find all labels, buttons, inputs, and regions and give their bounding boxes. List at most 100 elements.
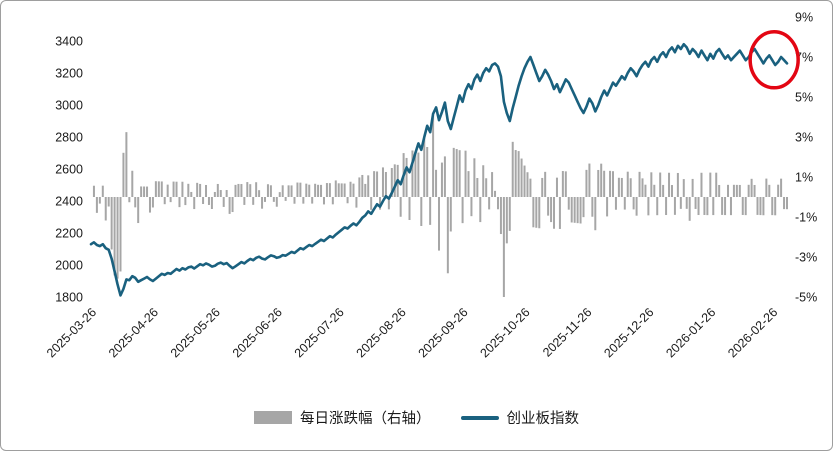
daily-change-bar <box>570 197 573 223</box>
daily-change-bar <box>626 171 629 197</box>
x-axis-tick-label: 2025-11-26 <box>540 305 594 359</box>
daily-change-bar <box>440 162 443 197</box>
daily-change-bar <box>476 178 479 197</box>
daily-change-bar <box>325 183 328 197</box>
daily-change-bar <box>774 197 777 216</box>
daily-change-bar <box>210 197 213 209</box>
daily-change-bar <box>744 197 747 216</box>
x-axis-tick-label: 2025-10-26 <box>478 305 533 360</box>
daily-change-bar <box>435 169 438 197</box>
daily-change-bar <box>712 197 715 216</box>
daily-change-bar <box>558 197 561 229</box>
daily-change-bar <box>246 182 249 197</box>
daily-change-bar <box>623 197 626 210</box>
chart-legend: 每日涨跌幅（右轴） 创业板指数 <box>1 407 832 428</box>
daily-change-bar <box>579 197 582 224</box>
daily-change-bar <box>202 197 205 204</box>
daily-change-bar <box>98 197 101 204</box>
daily-change-bar <box>585 169 588 197</box>
daily-change-bar <box>452 147 455 197</box>
daily-change-bar <box>502 197 505 297</box>
daily-change-bar <box>405 157 408 197</box>
daily-change-bar <box>432 115 435 197</box>
daily-change-bar <box>290 185 293 197</box>
x-axis-tick-label: 2025-06-26 <box>230 305 285 360</box>
daily-change-bar <box>101 185 104 197</box>
daily-change-bar <box>685 197 688 209</box>
daily-change-bar <box>384 172 387 197</box>
daily-change-bar <box>650 172 653 197</box>
daily-change-bar <box>620 177 623 197</box>
x-axis-tick-label: 2025-05-26 <box>168 305 223 360</box>
daily-change-bar <box>724 197 727 216</box>
legend-swatch-line <box>460 415 499 420</box>
daily-change-bar <box>340 183 343 197</box>
daily-change-bar <box>603 170 606 197</box>
daily-change-bar <box>635 197 638 216</box>
daily-change-bar <box>320 184 323 197</box>
daily-change-bar <box>473 158 476 197</box>
daily-change-bar <box>269 185 272 197</box>
daily-change-bar <box>417 152 420 197</box>
daily-change-bar <box>511 141 514 197</box>
daily-change-bar <box>561 171 564 197</box>
daily-change-bar <box>718 184 721 197</box>
daily-change-bar <box>137 197 140 224</box>
daily-change-bar <box>187 183 190 197</box>
index-line <box>89 42 789 297</box>
daily-change-bar <box>694 197 697 209</box>
daily-change-bar <box>614 197 617 210</box>
daily-change-bar <box>550 197 553 223</box>
daily-change-bar <box>426 147 429 197</box>
left-axis-tick-label: 1800 <box>55 291 83 305</box>
daily-change-bar <box>296 182 299 197</box>
daily-change-bar <box>361 174 364 197</box>
daily-change-bar <box>181 181 184 197</box>
daily-change-bar <box>780 178 783 197</box>
daily-change-bar <box>591 197 594 217</box>
daily-change-bar <box>116 197 119 279</box>
left-axis-tick-label: 2000 <box>55 259 83 273</box>
daily-change-bar <box>491 172 494 197</box>
daily-change-bar <box>140 186 143 197</box>
daily-change-bar <box>786 197 788 210</box>
daily-change-bar <box>364 183 367 197</box>
daily-change-bar <box>783 197 786 210</box>
daily-change-bar <box>641 178 644 197</box>
daily-change-bar <box>387 197 390 210</box>
daily-change-bar <box>582 197 585 218</box>
daily-change-bar <box>225 190 228 197</box>
daily-change-bar <box>228 197 231 214</box>
legend-label-index: 创业板指数 <box>506 411 580 427</box>
daily-change-bar <box>662 184 665 197</box>
daily-change-bar <box>178 197 181 208</box>
daily-change-bar <box>399 197 402 217</box>
daily-change-bar <box>555 177 558 197</box>
daily-change-bar <box>172 181 175 197</box>
x-axis-tick-label: 2025-03-26 <box>44 305 99 360</box>
daily-change-bar <box>234 184 237 197</box>
daily-change-bar <box>175 181 178 197</box>
daily-change-bar <box>249 184 252 197</box>
daily-change-bar <box>727 184 730 197</box>
daily-change-bar <box>113 197 116 276</box>
daily-change-bar <box>160 181 163 197</box>
daily-change-bar <box>535 197 538 228</box>
daily-change-bar <box>446 197 449 274</box>
daily-change-bar <box>151 197 154 208</box>
daily-change-bar <box>240 184 243 197</box>
daily-change-bar <box>455 149 458 197</box>
daily-change-bar <box>408 197 411 220</box>
legend-label-daily-change: 每日涨跌幅（右轴） <box>300 411 431 427</box>
daily-change-bar <box>299 182 302 197</box>
daily-change-bar <box>154 181 157 197</box>
daily-change-bar <box>287 185 290 197</box>
daily-change-bar <box>741 197 744 215</box>
daily-change-bar <box>768 184 771 197</box>
daily-change-bar <box>529 178 532 197</box>
daily-change-bar <box>659 172 662 197</box>
right-axis-tick-label: -5% <box>795 291 817 305</box>
daily-change-bar <box>729 197 732 216</box>
daily-change-bar <box>349 181 352 197</box>
left-axis: 1800 2000 2200 2400 2600 2800 3000 3200 3400 <box>55 35 83 305</box>
